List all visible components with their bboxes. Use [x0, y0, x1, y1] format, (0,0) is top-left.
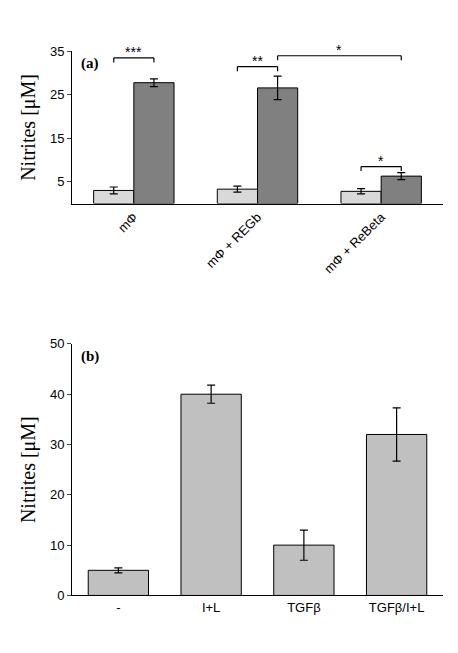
svg-text:mΦ: mΦ	[115, 210, 141, 236]
svg-text:**: **	[252, 53, 263, 69]
svg-text:35: 35	[50, 44, 64, 59]
svg-text:mΦ + ReBeta: mΦ + ReBeta	[321, 209, 388, 276]
svg-text:*: *	[378, 153, 384, 169]
svg-text:(b): (b)	[81, 348, 99, 365]
svg-text:(a): (a)	[81, 55, 99, 72]
svg-text:*: *	[336, 42, 342, 58]
svg-text:***: ***	[125, 44, 142, 60]
svg-text:I+L: I+L	[202, 600, 220, 615]
svg-text:15: 15	[50, 131, 64, 146]
svg-text:40: 40	[50, 387, 64, 402]
svg-text:Nitrites [μM]: Nitrites [μM]	[17, 74, 40, 181]
svg-text:0: 0	[57, 588, 64, 603]
svg-text:20: 20	[50, 487, 64, 502]
svg-text:25: 25	[50, 87, 64, 102]
svg-text:5: 5	[57, 174, 64, 189]
svg-text:50: 50	[50, 336, 64, 351]
svg-text:-: -	[116, 600, 120, 615]
svg-text:TGFβ: TGFβ	[287, 600, 320, 615]
svg-text:Nitrites [μM]: Nitrites [μM]	[17, 416, 40, 523]
svg-text:mΦ + REGb: mΦ + REGb	[203, 210, 264, 271]
svg-text:30: 30	[50, 437, 64, 452]
svg-text:TGFβ/I+L: TGFβ/I+L	[369, 600, 425, 615]
svg-text:10: 10	[50, 538, 64, 553]
